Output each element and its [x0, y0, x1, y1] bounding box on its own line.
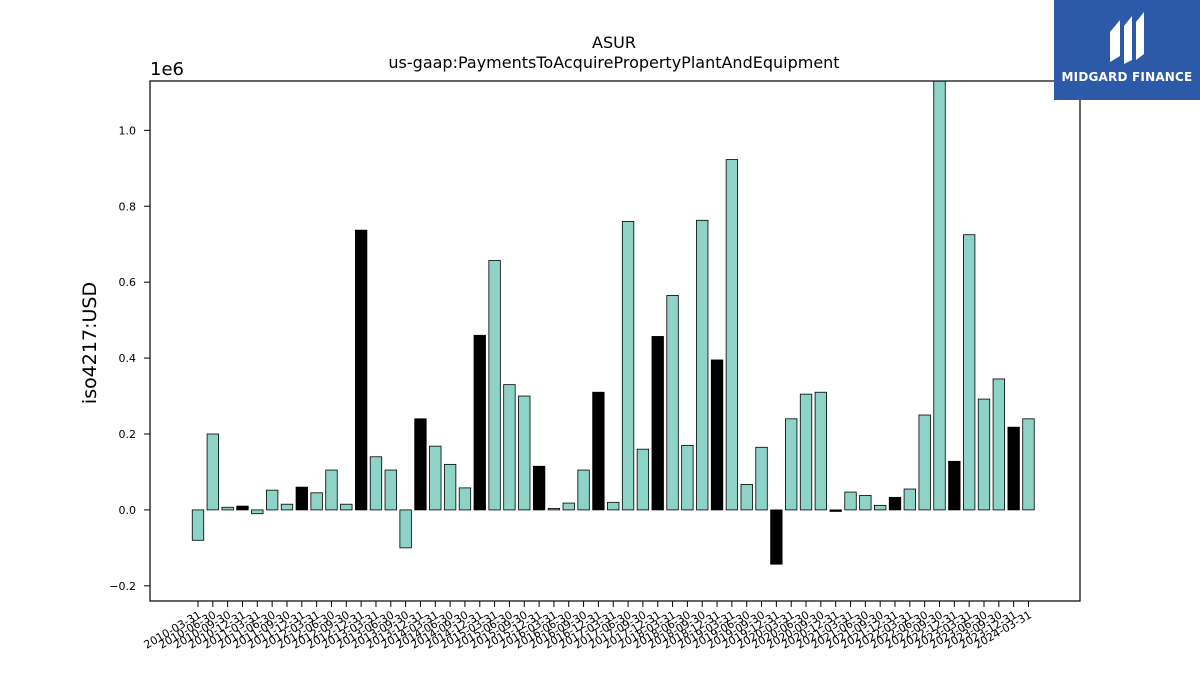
bar-2011-03-31 [251, 509, 264, 515]
bar-2019-12-31 [770, 509, 783, 565]
bar-2022-12-31 [948, 460, 961, 511]
bar-2020-12-31 [829, 509, 842, 512]
y-tick-label: 0.8 [119, 200, 137, 213]
y-tick-label: −0.2 [109, 580, 136, 593]
bar-2012-09-30 [340, 503, 353, 511]
x-ticks-group: 2010-03-312010-06-302010-09-302010-12-31… [142, 601, 1034, 652]
bar-2015-09-30 [518, 395, 531, 511]
bar-2024-03-31 [1022, 418, 1035, 511]
bar-2015-06-30 [503, 384, 516, 511]
bar-2016-03-31 [547, 507, 561, 511]
bar-2016-06-30 [562, 502, 575, 511]
bar-2014-03-31 [429, 445, 442, 511]
bar-2020-03-31 [785, 418, 798, 511]
bar-2010-12-31 [236, 505, 249, 511]
bar-2015-03-31 [488, 260, 501, 511]
midgard-logo: MIDGARD FINANCE [1054, 0, 1200, 100]
bars-group [191, 80, 1035, 565]
bar-2014-09-30 [458, 487, 472, 511]
bar-2013-03-31 [369, 456, 383, 511]
y-scale-label: 1e6 [150, 59, 184, 80]
bar-2011-09-30 [280, 503, 294, 511]
bar-2018-03-31 [666, 295, 679, 511]
bar-2017-09-30 [636, 448, 650, 511]
bar-2017-06-30 [621, 221, 635, 511]
bar-2011-12-31 [295, 486, 308, 511]
bar-2017-03-31 [607, 501, 620, 511]
bar-2012-12-31 [354, 229, 368, 511]
plot-frame [149, 80, 1081, 602]
bar-2022-06-30 [918, 414, 931, 511]
bar-2021-09-30 [874, 504, 887, 511]
y-tick-label: 0.0 [119, 504, 137, 517]
bar-2021-06-30 [859, 495, 872, 511]
bar-2020-09-30 [814, 391, 828, 511]
y-tick-label: 1.0 [119, 124, 137, 137]
bar-2013-09-30 [399, 509, 412, 549]
bar-2023-06-30 [977, 398, 991, 511]
bar-2012-03-31 [310, 492, 323, 511]
bar-2018-12-31 [710, 359, 724, 511]
bar-2022-03-31 [903, 488, 916, 511]
y-ticks-group: −0.2 0.0 0.2 0.4 0.6 0.8 1.0 [109, 124, 150, 593]
bar-2019-03-31 [725, 159, 739, 511]
chart-subtitle: us-gaap:PaymentsToAcquirePropertyPlantAn… [388, 53, 839, 72]
bar-2010-09-30 [221, 506, 234, 511]
y-tick-label: 0.2 [119, 428, 137, 441]
bar-2016-09-30 [577, 469, 590, 511]
bar-2019-06-30 [740, 484, 753, 511]
bar-2023-09-30 [992, 378, 1005, 511]
bar-2021-03-31 [844, 491, 857, 511]
bar-2014-12-31 [473, 334, 486, 511]
logo-text: MIDGARD FINANCE [1061, 70, 1193, 84]
bar-2013-12-31 [414, 418, 427, 511]
bar-2022-09-30 [933, 80, 946, 511]
bar-2011-06-30 [265, 489, 279, 511]
y-axis-label: iso4217:USD [79, 282, 101, 404]
bar-2013-06-30 [384, 469, 397, 511]
bar-2015-12-31 [532, 465, 546, 511]
bar-2018-06-30 [681, 444, 694, 511]
bar-2021-12-31 [888, 496, 902, 511]
chart-title: ASUR [592, 33, 636, 52]
midgard-logo-icon [1110, 12, 1144, 64]
bar-2014-06-30 [443, 463, 457, 511]
bar-2018-09-30 [696, 219, 709, 511]
bar-2010-06-30 [206, 433, 219, 511]
bar-2020-06-30 [799, 393, 813, 511]
bar-2010-03-31 [191, 509, 205, 541]
bar-2016-12-31 [592, 391, 605, 511]
bar-2012-06-30 [325, 469, 338, 511]
bar-2017-12-31 [651, 336, 664, 511]
bar-2023-03-31 [963, 234, 976, 511]
bar-2023-12-31 [1007, 426, 1020, 511]
y-tick-label: 0.4 [119, 352, 137, 365]
bar-2019-09-30 [755, 446, 768, 511]
y-tick-label: 0.6 [119, 276, 137, 289]
